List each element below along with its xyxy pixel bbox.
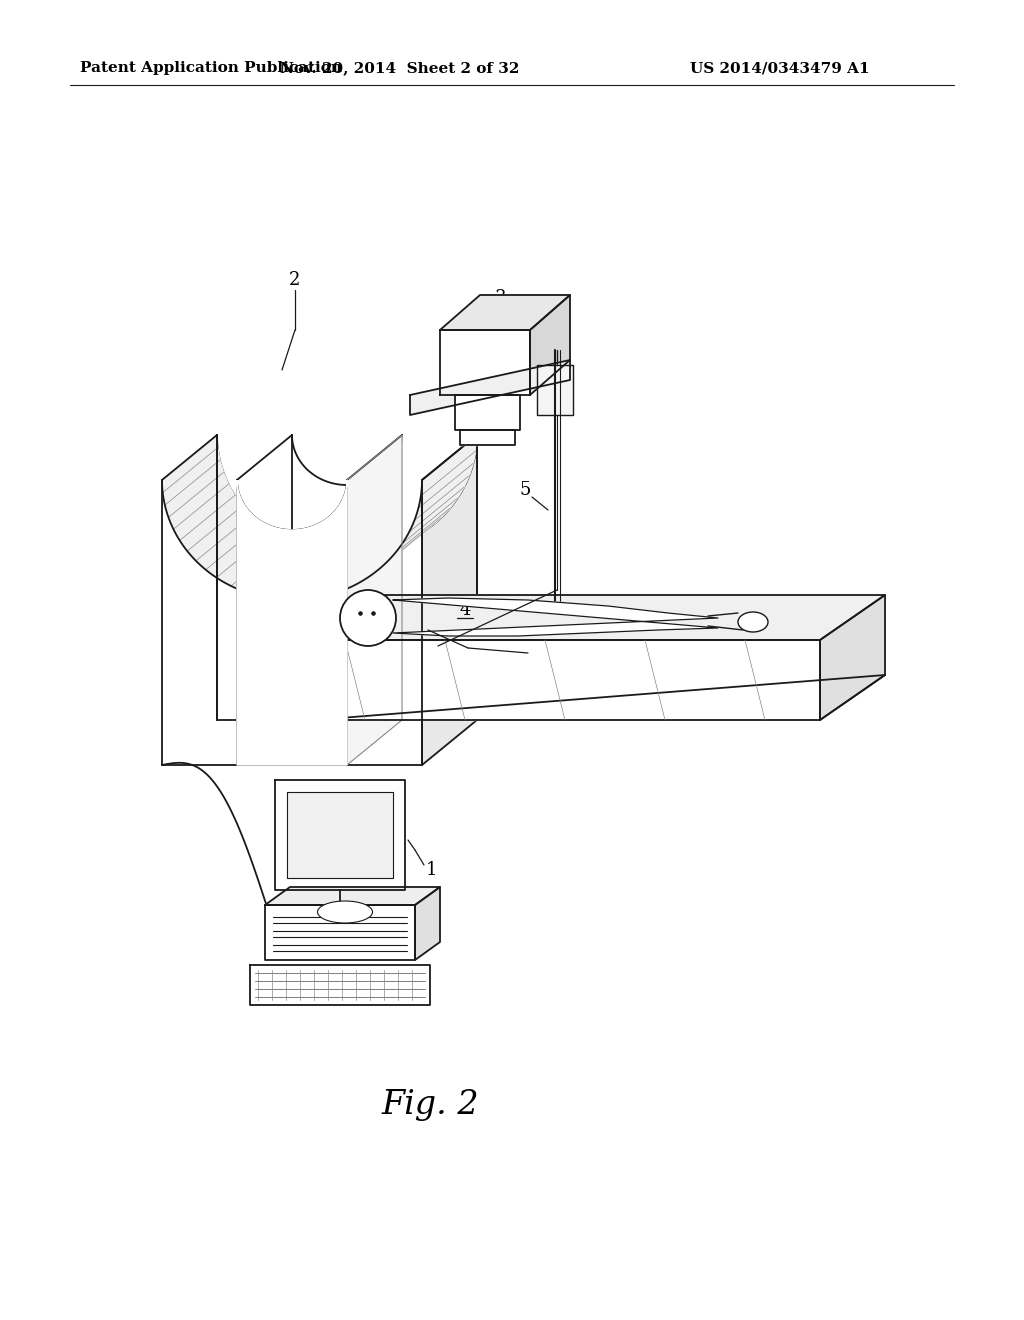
Polygon shape — [410, 360, 570, 414]
Polygon shape — [287, 792, 393, 878]
Polygon shape — [537, 366, 573, 414]
Polygon shape — [325, 548, 392, 597]
Polygon shape — [315, 640, 820, 719]
Polygon shape — [347, 436, 402, 766]
Polygon shape — [275, 780, 406, 890]
Polygon shape — [402, 487, 464, 543]
Polygon shape — [162, 436, 218, 492]
Polygon shape — [440, 294, 570, 330]
Text: 4: 4 — [460, 601, 471, 619]
Polygon shape — [196, 516, 261, 570]
Polygon shape — [530, 294, 570, 395]
Text: Patent Application Publication: Patent Application Publication — [80, 61, 342, 75]
Polygon shape — [250, 965, 430, 1005]
Polygon shape — [376, 519, 440, 572]
Polygon shape — [311, 552, 379, 599]
Polygon shape — [173, 484, 234, 540]
Polygon shape — [315, 595, 885, 640]
Polygon shape — [410, 475, 469, 532]
Polygon shape — [284, 554, 352, 599]
Polygon shape — [231, 541, 298, 591]
Polygon shape — [163, 447, 220, 506]
Text: 1: 1 — [426, 861, 437, 879]
Polygon shape — [440, 330, 530, 395]
Polygon shape — [244, 546, 311, 595]
Polygon shape — [415, 463, 473, 520]
Polygon shape — [269, 553, 338, 599]
Polygon shape — [206, 525, 271, 578]
Text: Nov. 20, 2014  Sheet 2 of 32: Nov. 20, 2014 Sheet 2 of 32 — [281, 61, 520, 75]
Polygon shape — [421, 436, 477, 496]
Text: US 2014/0343479 A1: US 2014/0343479 A1 — [690, 61, 869, 75]
Polygon shape — [455, 395, 520, 430]
Text: Fig. 2: Fig. 2 — [381, 1089, 479, 1121]
Polygon shape — [265, 887, 440, 906]
Polygon shape — [820, 595, 885, 719]
Polygon shape — [419, 451, 476, 508]
Ellipse shape — [317, 902, 373, 923]
Text: 5: 5 — [519, 480, 530, 499]
Polygon shape — [237, 480, 347, 766]
Text: 3: 3 — [495, 289, 506, 308]
Polygon shape — [297, 553, 366, 599]
Polygon shape — [216, 533, 286, 586]
Polygon shape — [393, 598, 718, 636]
Ellipse shape — [738, 612, 768, 632]
Polygon shape — [365, 527, 431, 579]
Polygon shape — [386, 508, 450, 564]
Polygon shape — [162, 480, 422, 766]
Polygon shape — [350, 535, 420, 587]
Polygon shape — [394, 498, 458, 553]
Circle shape — [340, 590, 396, 645]
Polygon shape — [179, 495, 243, 550]
Polygon shape — [422, 436, 477, 766]
Text: 2: 2 — [290, 271, 301, 289]
Polygon shape — [265, 906, 415, 960]
Polygon shape — [187, 506, 251, 561]
Polygon shape — [256, 550, 325, 598]
Polygon shape — [169, 473, 228, 529]
Polygon shape — [337, 543, 404, 593]
Polygon shape — [415, 887, 440, 960]
Polygon shape — [460, 430, 515, 445]
Polygon shape — [165, 461, 223, 517]
